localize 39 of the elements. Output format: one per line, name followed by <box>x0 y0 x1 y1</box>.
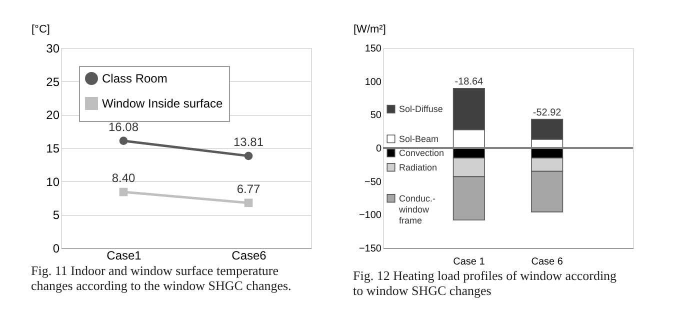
y-tick-label: 30 <box>46 42 60 56</box>
y-tick-label: −150 <box>358 244 382 254</box>
y-tick-label: 5 <box>52 208 60 222</box>
y-tick-label: −50 <box>364 176 382 188</box>
point <box>119 136 128 145</box>
y-tick-label: 15 <box>46 142 60 156</box>
x-tick-label: Case1 <box>106 248 142 262</box>
y-tick-label: 150 <box>364 44 382 54</box>
x-tick-label: Case 6 <box>531 256 564 268</box>
y-tick-label: 20 <box>46 108 60 122</box>
legend-label: Conduc.-window frame <box>398 193 436 226</box>
data-label: 8.40 <box>112 171 136 185</box>
x-tick-label: Case 1 <box>453 256 486 268</box>
legend-label: Sol-Beam <box>399 134 439 144</box>
point <box>244 152 253 160</box>
y-axis-title: [°C] <box>32 24 50 36</box>
point <box>119 188 128 196</box>
y-tick-label: 0 <box>376 144 382 154</box>
y-tick-label: 50 <box>370 110 382 122</box>
legend-label: Convection <box>399 148 444 158</box>
legend-label: Window Inside surface <box>102 96 224 110</box>
y-tick-label: −100 <box>358 210 382 222</box>
x-tick-label: Case6 <box>232 248 267 262</box>
y-tick-label: 10 <box>46 174 60 189</box>
text: Fig. 12 Heating load profiles of window according to window SHGC changes <box>353 268 618 298</box>
data-label: 6.77 <box>236 182 260 196</box>
total-label: -52.92 <box>532 107 562 118</box>
point <box>244 198 253 208</box>
y-axis-title: [W/m²] <box>354 24 386 36</box>
text: Fig. 11 Indoor and window surface temperature changes according to the window SHGC changes. <box>31 263 292 293</box>
total-label: -18.64 <box>454 76 484 88</box>
data-label: 13.81 <box>233 134 264 149</box>
data-label: 16.08 <box>108 120 139 134</box>
y-tick-label: 0 <box>52 242 60 256</box>
y-tick-label: 25 <box>46 74 60 89</box>
legend-label: Radiation <box>399 162 438 172</box>
legend-label: Sol-Diffuse <box>399 104 443 114</box>
legend-label: Class Room <box>102 72 168 86</box>
y-tick-label: 100 <box>364 76 382 88</box>
